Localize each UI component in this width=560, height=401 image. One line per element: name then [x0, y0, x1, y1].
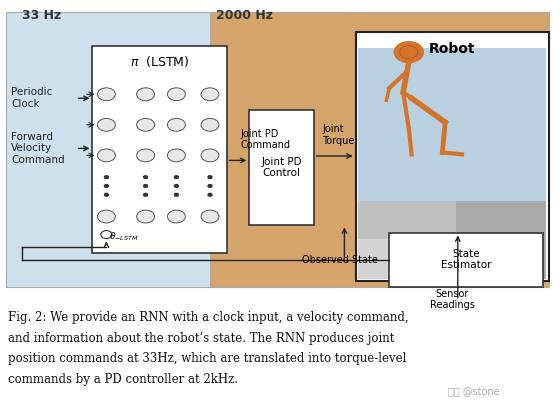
- Text: Joint
Torque: Joint Torque: [322, 124, 354, 146]
- Text: $\pi$  (LSTM): $\pi$ (LSTM): [130, 54, 189, 69]
- Text: position commands at 33Hz, which are translated into torque-level: position commands at 33Hz, which are tra…: [8, 352, 407, 365]
- Bar: [356, 32, 549, 281]
- Circle shape: [208, 176, 212, 178]
- Circle shape: [201, 88, 219, 101]
- Circle shape: [167, 88, 185, 101]
- Bar: [358, 239, 546, 279]
- Bar: [92, 46, 227, 253]
- Text: Robot: Robot: [429, 42, 475, 56]
- Circle shape: [143, 184, 148, 187]
- Circle shape: [97, 118, 115, 131]
- Bar: [210, 12, 549, 287]
- Circle shape: [201, 210, 219, 223]
- Text: Fig. 2: We provide an RNN with a clock input, a velocity command,: Fig. 2: We provide an RNN with a clock i…: [8, 311, 409, 324]
- Text: 2000 Hz: 2000 Hz: [216, 9, 273, 22]
- Bar: [456, 200, 546, 279]
- Text: and information about the robot’s state. The RNN produces joint: and information about the robot’s state.…: [8, 332, 395, 344]
- Text: commands by a PD controller at 2kHz.: commands by a PD controller at 2kHz.: [8, 373, 239, 386]
- Text: Observed State: Observed State: [302, 255, 378, 265]
- Text: Sensor
Readings: Sensor Readings: [430, 289, 475, 310]
- Circle shape: [137, 88, 155, 101]
- Text: Joint PD
Command: Joint PD Command: [241, 129, 291, 150]
- Circle shape: [208, 193, 212, 196]
- Text: Joint PD
Control: Joint PD Control: [261, 157, 302, 178]
- Circle shape: [167, 210, 185, 223]
- Bar: [249, 110, 314, 225]
- Bar: [389, 233, 543, 287]
- Circle shape: [208, 184, 212, 187]
- Circle shape: [394, 42, 423, 63]
- Circle shape: [175, 184, 179, 187]
- Bar: [6, 12, 339, 287]
- Circle shape: [137, 210, 155, 223]
- Circle shape: [167, 149, 185, 162]
- Text: Periodic
Clock: Periodic Clock: [11, 87, 53, 109]
- Circle shape: [97, 210, 115, 223]
- Bar: [358, 200, 546, 239]
- Circle shape: [175, 176, 179, 178]
- Circle shape: [137, 149, 155, 162]
- Circle shape: [167, 118, 185, 131]
- Circle shape: [137, 118, 155, 131]
- Circle shape: [105, 193, 109, 196]
- Circle shape: [400, 46, 418, 59]
- Circle shape: [101, 231, 112, 239]
- Text: $\theta_{-LSTM}$: $\theta_{-LSTM}$: [109, 230, 139, 243]
- Circle shape: [175, 193, 179, 196]
- Text: 知乎 @stone: 知乎 @stone: [448, 387, 500, 397]
- Circle shape: [201, 149, 219, 162]
- Circle shape: [97, 149, 115, 162]
- Circle shape: [201, 118, 219, 131]
- Circle shape: [143, 193, 148, 196]
- Bar: [358, 48, 546, 200]
- Circle shape: [143, 176, 148, 178]
- Text: State
Estimator: State Estimator: [441, 249, 492, 270]
- Circle shape: [105, 176, 109, 178]
- Circle shape: [105, 184, 109, 187]
- Text: Forward
Velocity
Command: Forward Velocity Command: [11, 132, 65, 165]
- Text: 33 Hz: 33 Hz: [22, 9, 62, 22]
- Circle shape: [97, 88, 115, 101]
